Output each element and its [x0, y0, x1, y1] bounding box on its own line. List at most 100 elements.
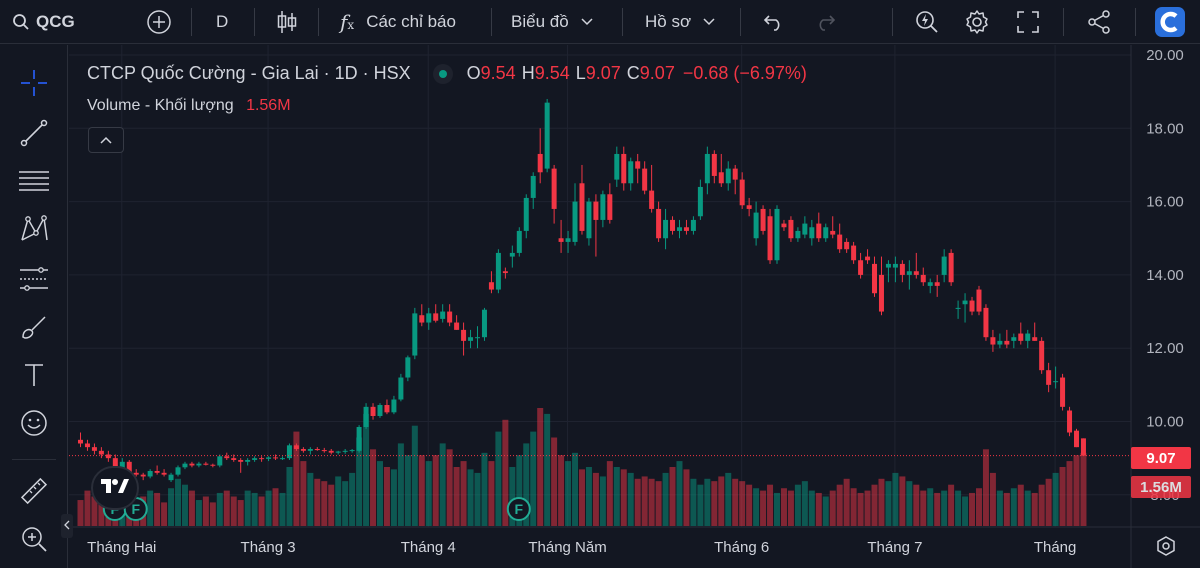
settings-button[interactable]	[964, 0, 990, 44]
compare-button[interactable]	[146, 0, 172, 44]
interval-button[interactable]: D	[216, 0, 228, 44]
collapse-legend-button[interactable]	[88, 127, 124, 153]
symbol-search[interactable]: QCG	[12, 0, 75, 44]
scroll-left-button[interactable]	[61, 514, 73, 538]
undo-button[interactable]	[763, 0, 785, 44]
change-value: −0.68 (−6.97%)	[682, 63, 807, 83]
candle	[732, 164, 738, 195]
volume-bar	[599, 476, 606, 526]
volume-bar	[230, 496, 237, 526]
candle	[586, 197, 592, 246]
candle	[913, 252, 919, 279]
toolbar-divider	[1063, 8, 1064, 36]
candle	[300, 447, 306, 453]
volume-bar	[516, 455, 523, 526]
toolbar-divider	[318, 8, 319, 36]
volume-bar	[920, 490, 927, 526]
crosshair-tool[interactable]	[16, 67, 52, 103]
event-marker[interactable]: F	[506, 497, 531, 521]
candle	[788, 216, 794, 242]
volume-bar	[760, 490, 767, 526]
candle	[1067, 406, 1073, 437]
volume-bar	[697, 484, 704, 526]
forecast-icon	[18, 264, 50, 299]
chart-background	[69, 45, 1200, 568]
high-value: 9.54	[534, 63, 570, 83]
scale-settings-button[interactable]	[1152, 534, 1180, 562]
candle	[419, 304, 425, 327]
share-button[interactable]	[1086, 0, 1112, 44]
volume-bar	[1052, 472, 1059, 526]
tradingview-logo[interactable]	[91, 466, 139, 510]
volume-bar	[829, 490, 836, 526]
candle	[398, 373, 404, 402]
fullscreen-button[interactable]	[1016, 0, 1040, 44]
candle	[224, 452, 230, 460]
emoji-tool[interactable]	[16, 407, 52, 443]
measure-tool[interactable]	[16, 475, 52, 511]
chevron-down-icon	[703, 18, 715, 26]
volume-bar	[746, 484, 753, 526]
volume-bar	[864, 490, 871, 526]
profile-menu-button[interactable]: Hồ sơ	[645, 0, 715, 44]
candle	[676, 219, 682, 239]
price-chart[interactable]: 8.0010.0012.0014.0016.0018.0020.00Tháng …	[69, 45, 1200, 568]
candle	[746, 197, 752, 217]
volume-value: 1.56M	[246, 97, 291, 114]
volume-bar	[342, 481, 349, 526]
zoom-tool[interactable]	[16, 523, 52, 559]
volume-bar	[627, 472, 634, 526]
volume-bar	[161, 502, 168, 526]
volume-bar	[989, 472, 996, 526]
volume-bar	[1031, 492, 1038, 526]
volume-bar	[293, 431, 300, 526]
text-tool[interactable]	[16, 359, 52, 395]
pattern-tool[interactable]	[16, 213, 52, 249]
undo-icon	[763, 13, 785, 31]
candle	[161, 469, 167, 477]
candle	[725, 161, 731, 191]
x-tick-label: Tháng 4	[401, 539, 456, 556]
candle	[600, 190, 606, 228]
volume-bar	[815, 492, 822, 526]
brand-logo[interactable]	[1155, 0, 1185, 44]
candle	[885, 260, 891, 283]
last-price-tag: 9.07	[1131, 447, 1191, 469]
fib-tool[interactable]	[16, 165, 52, 201]
tradingview-logo-icon	[100, 478, 130, 499]
volume-bar	[237, 500, 244, 526]
text-icon	[19, 360, 49, 395]
chart-type-button[interactable]	[275, 0, 299, 44]
volume-bar	[690, 478, 697, 526]
candles-icon	[275, 9, 299, 35]
market-status-icon[interactable]	[432, 63, 453, 84]
brand-logo-icon	[1155, 7, 1185, 37]
volume-bar	[349, 472, 356, 526]
candle	[279, 456, 285, 460]
candle	[84, 439, 90, 451]
volume-bar	[732, 478, 739, 526]
forecast-tool[interactable]	[16, 263, 52, 299]
quick-search-button[interactable]	[914, 0, 940, 44]
volume-bar	[606, 461, 613, 526]
volume-bar	[530, 431, 537, 526]
indicators-button[interactable]: fx Các chỉ báo	[340, 0, 456, 44]
volume-bar	[188, 490, 195, 526]
chart-menu-button[interactable]: Biểu đồ	[511, 0, 593, 44]
volume-bar	[265, 490, 272, 526]
brush-tool[interactable]	[16, 311, 52, 347]
trend-line-tool[interactable]	[16, 117, 52, 153]
candle	[384, 399, 390, 415]
top-toolbar: QCG D fx Các chỉ báo Biểu đồ Hồ sơ	[0, 0, 1200, 44]
candle	[273, 454, 279, 460]
candle	[252, 456, 258, 462]
volume-bar	[558, 455, 565, 526]
redo-button[interactable]	[814, 0, 836, 44]
candle	[920, 267, 926, 286]
candle	[147, 469, 153, 479]
candle	[718, 153, 724, 187]
volume-bar	[446, 449, 453, 526]
volume-bar	[941, 490, 948, 526]
volume-bar	[753, 488, 760, 526]
candle	[809, 219, 815, 246]
